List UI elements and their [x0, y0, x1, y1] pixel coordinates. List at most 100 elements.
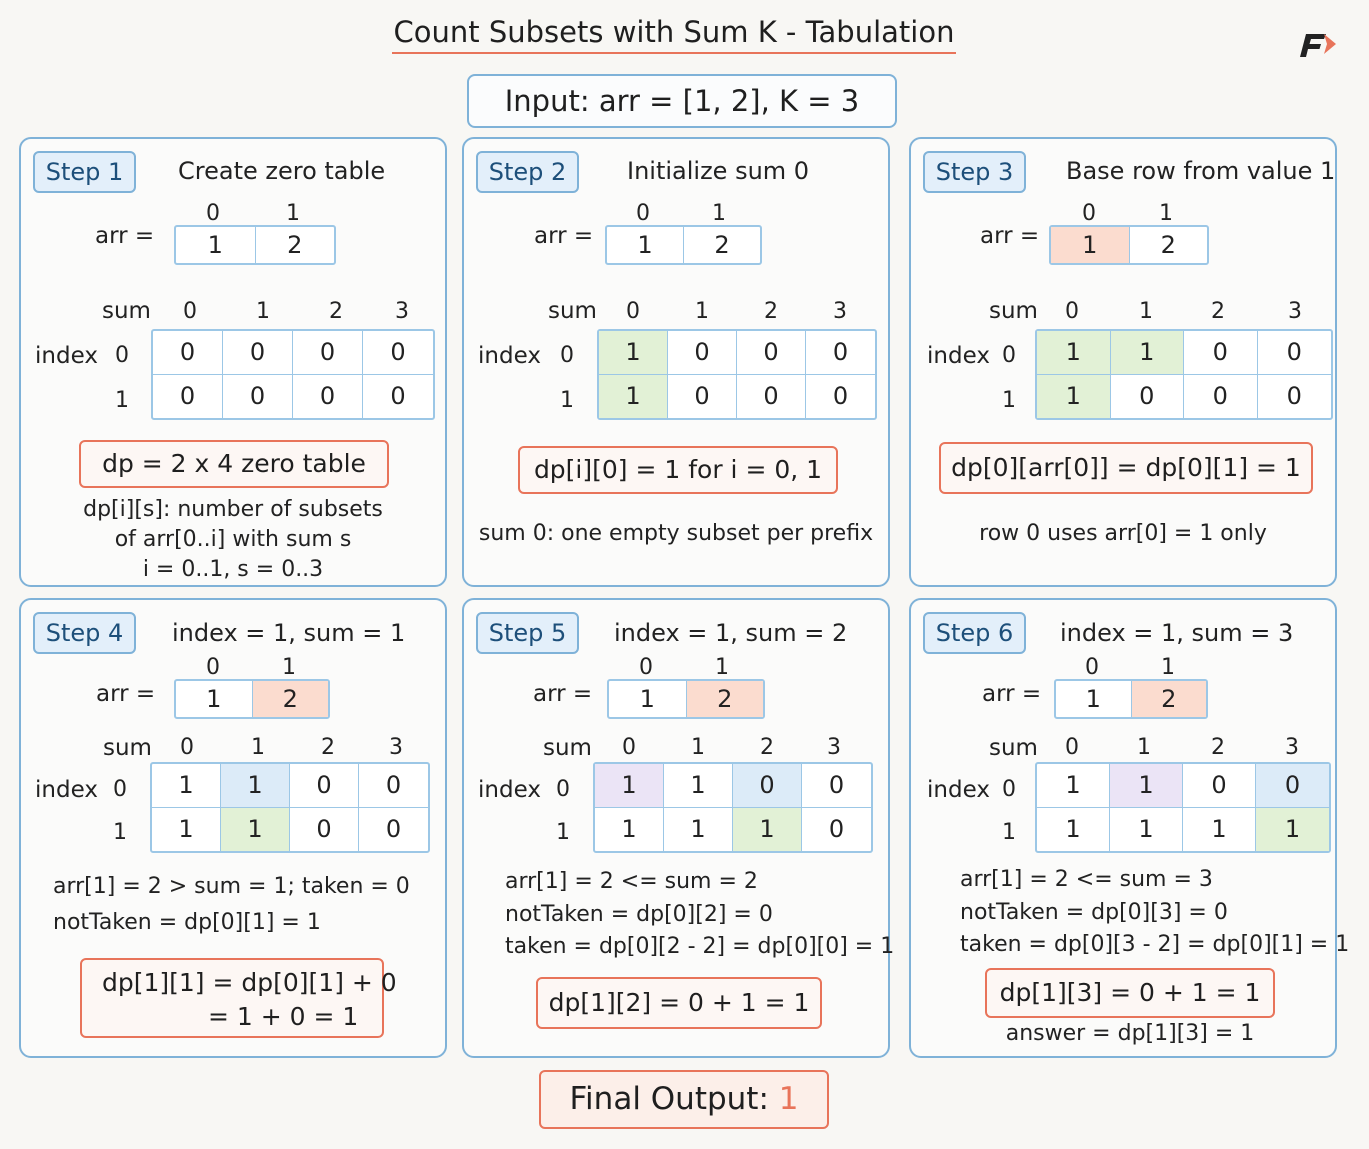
- dp-cell: 0: [1286, 382, 1302, 410]
- step-tag: Step 4: [33, 612, 136, 654]
- sum-label: sum: [989, 298, 1038, 324]
- page-title: Count Subsets with Sum K - Tabulation: [392, 12, 956, 54]
- row-header: 0: [560, 343, 574, 368]
- arr-index: 0: [636, 201, 650, 226]
- note-line: dp[i][s]: number of subsets: [83, 497, 383, 522]
- step-3-panel: Step 3 Base row from value 1 0 1 arr = 1…: [909, 137, 1337, 587]
- arr-row: 1 2: [1054, 679, 1208, 719]
- dp-cell: 0: [293, 331, 363, 375]
- dp-cell: 0: [806, 331, 875, 375]
- final-output-value: 1: [778, 1081, 799, 1117]
- dp-cell: 1: [1110, 764, 1183, 808]
- arr-index: 1: [712, 201, 726, 226]
- note-line: notTaken = dp[0][3] = 0: [960, 900, 1228, 925]
- dp-cell: 1: [595, 764, 664, 808]
- dp-table: 1 0 0 0 1 0 0 0: [597, 329, 877, 420]
- dp-cell: 0: [153, 375, 223, 418]
- formula-box: dp[1][1] = dp[0][1] + 0 = 1 + 0 = 1: [80, 958, 397, 1038]
- dp-cell: 0: [1184, 331, 1258, 375]
- dp-cell: 0: [668, 331, 737, 375]
- dp-table: 1 1 0 0 1 0 0 0: [1035, 329, 1333, 420]
- dp-cell: 1: [1037, 331, 1111, 375]
- note-line: arr[1] = 2 <= sum = 2: [505, 869, 758, 894]
- col-header: 3: [827, 735, 841, 760]
- formula-box: dp[1][3] = 0 + 1 = 1: [985, 968, 1275, 1018]
- col-header: 3: [389, 735, 403, 760]
- arr-row: 1 2: [605, 225, 762, 265]
- row-header: 0: [115, 343, 129, 368]
- col-header: 0: [622, 735, 636, 760]
- dp-cell: 1: [1037, 375, 1111, 418]
- dp-cell: 0: [832, 382, 849, 410]
- index-label: index: [927, 777, 990, 803]
- note-line: taken = dp[0][3 - 2] = dp[0][1] = 1: [960, 932, 1350, 957]
- dp-cell: 1: [1037, 808, 1110, 851]
- arr-cell: 2: [714, 231, 730, 259]
- dp-cell: 1: [664, 808, 733, 851]
- step-4-panel: Step 4 index = 1, sum = 1 0 1 arr = 1 2 …: [19, 598, 447, 1058]
- step-6-panel: Step 6 index = 1, sum = 3 0 1 arr = 1 2 …: [909, 598, 1349, 1058]
- dp-cell: 0: [737, 375, 806, 418]
- step-2-panel: Step 2 Initialize sum 0 0 1 arr = 1 2 su…: [462, 137, 890, 587]
- step-heading: Initialize sum 0: [627, 157, 810, 185]
- formula-text: dp[0][arr[0]] = dp[0][1] = 1: [951, 453, 1301, 482]
- step-heading: Create zero table: [178, 157, 386, 185]
- dp-cell: 0: [363, 331, 433, 375]
- note-line: arr[1] = 2 > sum = 1; taken = 0: [53, 874, 410, 899]
- col-header: 1: [256, 299, 270, 324]
- row-header: 0: [1002, 777, 1016, 802]
- row-header: 1: [1002, 820, 1016, 845]
- arr-cell: 1: [607, 227, 684, 263]
- input-box: Input: arr = [1, 2], K = 3: [467, 74, 897, 128]
- row-header: 0: [1002, 343, 1016, 368]
- formula-text: dp[1][3] = 0 + 1 = 1: [999, 978, 1261, 1007]
- arr-cell: 1: [1051, 227, 1130, 263]
- note-line: notTaken = dp[0][1] = 1: [53, 910, 321, 935]
- col-header: 0: [183, 299, 197, 324]
- dp-cell: 1: [152, 808, 221, 851]
- arr-index: 0: [639, 655, 653, 680]
- note-line: arr[1] = 2 <= sum = 3: [960, 867, 1213, 892]
- col-header: 1: [695, 299, 709, 324]
- arr-index: 1: [286, 201, 300, 226]
- col-header: 2: [1211, 299, 1225, 324]
- step-tag: Step 1: [33, 151, 136, 193]
- step-heading: index = 1, sum = 2: [614, 619, 848, 647]
- col-header: 2: [760, 735, 774, 760]
- step-tag: Step 2: [476, 151, 579, 193]
- note-line: of arr[0..i] with sum s: [114, 527, 352, 552]
- row-header: 1: [560, 388, 574, 413]
- row-header: 1: [1002, 388, 1016, 413]
- sum-label: sum: [989, 735, 1038, 761]
- arr-index: 0: [206, 201, 220, 226]
- dp-cell: 1: [595, 808, 664, 851]
- arr-index: 0: [1082, 201, 1096, 226]
- arr-cell: 2: [1160, 231, 1176, 259]
- note-line: sum 0: one empty subset per prefix: [478, 521, 874, 546]
- arr-index: 1: [715, 655, 729, 680]
- arr-label: arr =: [534, 223, 594, 249]
- dp-cell: 1: [599, 331, 668, 375]
- step-heading: index = 1, sum = 1: [172, 619, 406, 647]
- arr-index: 1: [282, 655, 296, 680]
- dp-cell: 1: [221, 808, 290, 851]
- note-line: notTaken = dp[0][2] = 0: [505, 902, 773, 927]
- formula-box: dp = 2 x 4 zero table: [79, 440, 389, 488]
- col-header: 2: [764, 299, 778, 324]
- dp-table: 1 1 0 0 1 1 1 0: [593, 762, 873, 853]
- sum-label: sum: [102, 298, 151, 324]
- dp-cell: 0: [223, 375, 293, 418]
- formula-box: dp[i][0] = 1 for i = 0, 1: [518, 446, 838, 494]
- col-header: 3: [1288, 299, 1302, 324]
- step-5-panel: Step 5 index = 1, sum = 2 0 1 arr = 1 2 …: [462, 598, 894, 1058]
- index-label: index: [478, 343, 541, 369]
- row-header: 0: [113, 777, 127, 802]
- row-header: 1: [113, 820, 127, 845]
- dp-cell: 0: [733, 764, 802, 808]
- dp-cell: 1: [599, 375, 668, 418]
- index-label: index: [478, 777, 541, 803]
- dp-cell: 0: [153, 331, 223, 375]
- col-header: 1: [251, 735, 265, 760]
- arr-row: 1 2: [607, 679, 765, 719]
- dp-table: 1 1 0 0 1 1 1 1: [1035, 762, 1331, 853]
